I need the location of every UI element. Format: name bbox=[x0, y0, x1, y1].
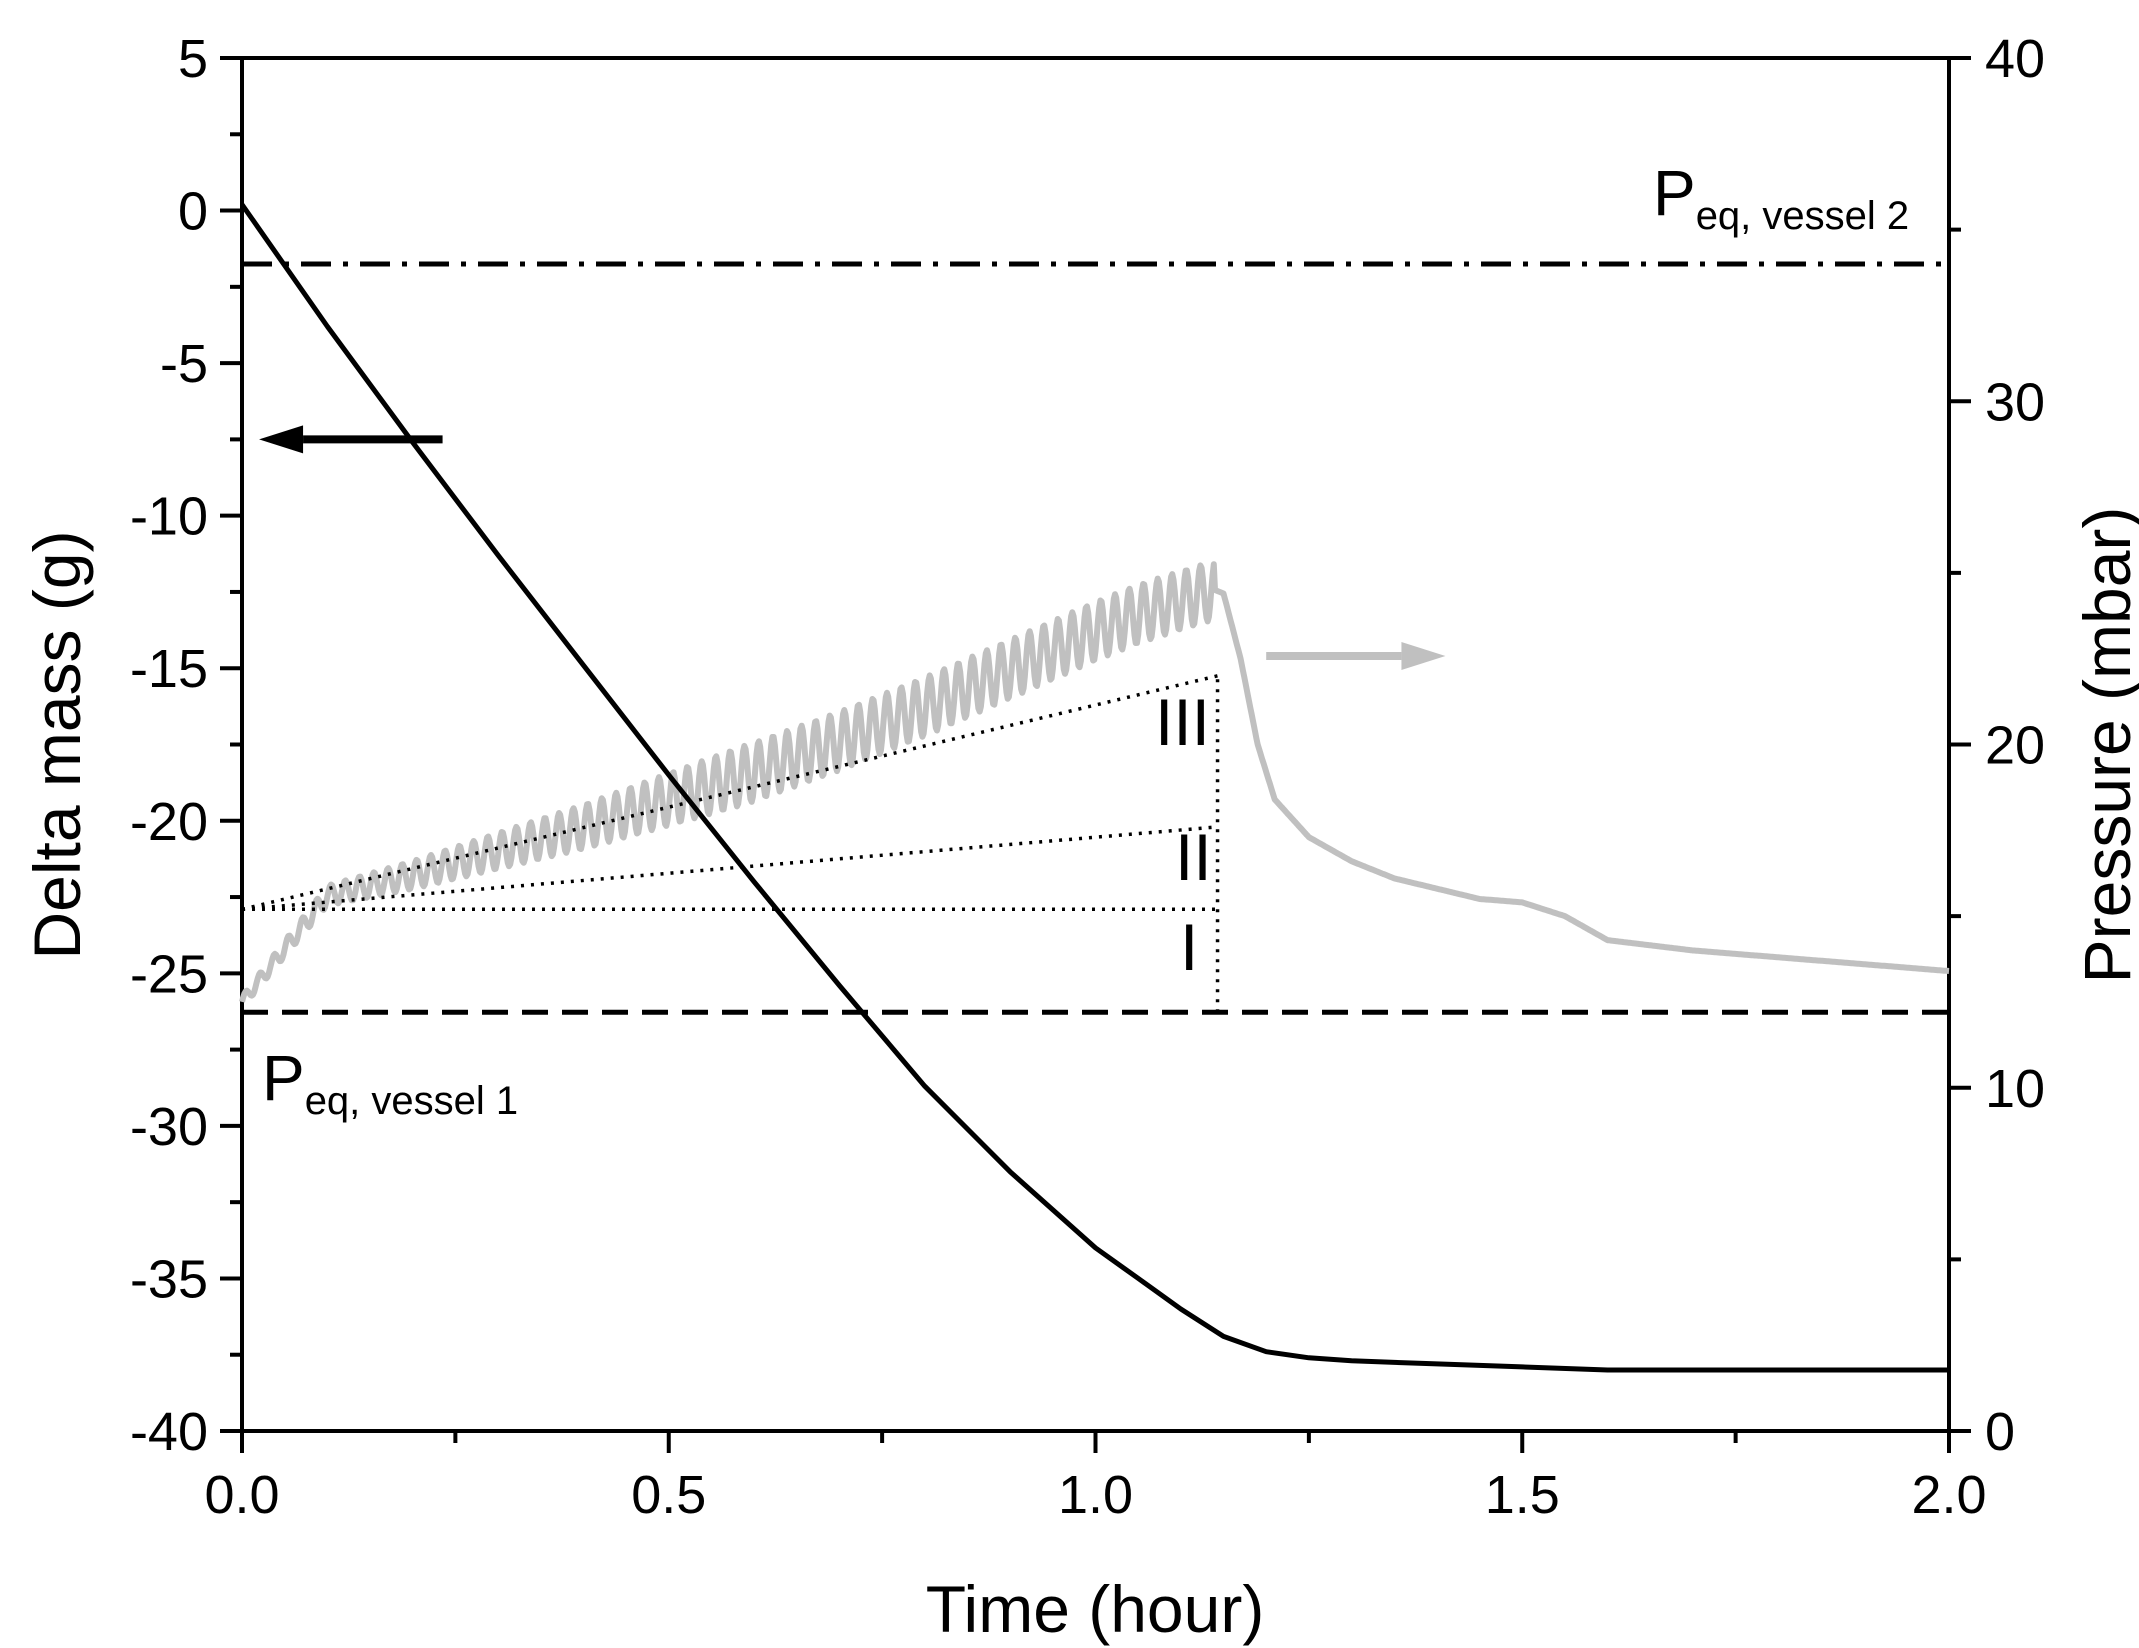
x-axis-title: Time (hour) bbox=[926, 1572, 1265, 1646]
x-tick-label: 0.5 bbox=[631, 1465, 706, 1525]
y-right-tick-label: 40 bbox=[1985, 29, 2045, 89]
x-tick-label: 1.5 bbox=[1485, 1465, 1560, 1525]
y-left-tick-label: -15 bbox=[130, 639, 208, 699]
y-right-tick-label: 30 bbox=[1985, 372, 2045, 432]
y-left-tick-label: -5 bbox=[160, 334, 208, 394]
peq-vessel2-label: Peq, vessel 2 bbox=[1653, 157, 1909, 238]
y-left-tick-label: -25 bbox=[130, 944, 208, 1004]
label-II: II bbox=[1175, 820, 1212, 894]
right-axis-arrow-head bbox=[1401, 642, 1446, 671]
x-tick-label: 2.0 bbox=[1911, 1465, 1986, 1525]
left-axis-arrow-head bbox=[259, 425, 304, 454]
label-III: III bbox=[1155, 685, 1210, 759]
y-left-tick-label: -20 bbox=[130, 792, 208, 852]
y-left-tick-label: -35 bbox=[130, 1249, 208, 1309]
y-left-tick-label: -10 bbox=[130, 487, 208, 547]
y-left-tick-label: -30 bbox=[130, 1097, 208, 1157]
y-left-axis-title: Delta mass (g) bbox=[20, 530, 94, 959]
y-right-tick-label: 10 bbox=[1985, 1059, 2045, 1119]
series-pressure bbox=[239, 561, 1951, 1003]
series-layer bbox=[239, 203, 1951, 1373]
series-iii bbox=[241, 674, 1219, 912]
annotation-layer: Peq, vessel 2 Peq, vessel 1 III II I bbox=[262, 157, 1909, 1123]
series-delta-mass bbox=[239, 203, 1949, 1373]
y-left-tick-label: 5 bbox=[178, 29, 208, 89]
y-right-axis-title: Pressure (mbar) bbox=[2070, 507, 2139, 984]
x-tick-label: 0.0 bbox=[204, 1465, 279, 1525]
x-tick-label: 1.0 bbox=[1058, 1465, 1133, 1525]
y-left-tick-label: 0 bbox=[178, 182, 208, 242]
y-left-tick-label: -40 bbox=[130, 1402, 208, 1462]
label-I: I bbox=[1180, 910, 1198, 984]
axis-ticks bbox=[220, 56, 1971, 1453]
peq-vessel1-label: Peq, vessel 1 bbox=[262, 1042, 518, 1123]
axis-tick-labels: 0.0 0.5 1.0 1.5 2.0 5 0 -5 -10 -15 -20 -25 -30 -35 -40… bbox=[130, 29, 2045, 1525]
y-right-tick-label: 0 bbox=[1985, 1402, 2015, 1462]
y-right-tick-label: 20 bbox=[1985, 716, 2045, 776]
